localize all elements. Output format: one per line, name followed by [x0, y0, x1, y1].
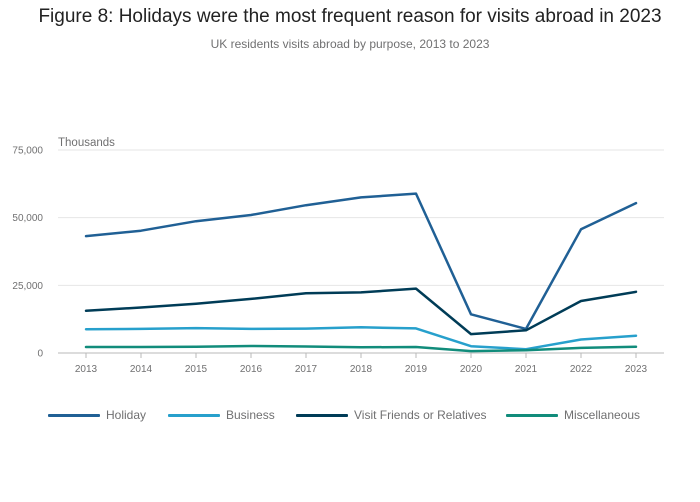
x-tick-label: 2017: [295, 364, 318, 375]
x-tick-label: 2022: [570, 364, 593, 375]
series-line-miscellaneous: [84, 344, 638, 353]
x-tick-label: 2018: [350, 364, 373, 375]
chart-title: Figure 8: Holidays were the most frequen…: [38, 6, 662, 27]
legend-item[interactable]: Miscellaneous: [506, 408, 666, 422]
y-tick-label: 25,000: [12, 281, 43, 292]
x-tick-label: 2023: [625, 364, 648, 375]
chart-subtitle: UK residents visits abroad by purpose, 2…: [210, 37, 490, 51]
x-tick-label: 2014: [130, 364, 153, 375]
legend-label: Business: [226, 408, 275, 422]
y-tick-label: 75,000: [12, 146, 43, 157]
legend-label: Holiday: [106, 408, 147, 422]
legend-swatch: [296, 413, 348, 417]
x-tick-label: 2016: [240, 364, 263, 375]
legend-item[interactable]: Holiday: [48, 408, 168, 422]
chart-legend: Holiday Business Visit Friends or Relative…: [48, 408, 666, 422]
x-tick-label: 2019: [405, 364, 428, 375]
legend-label: Miscellaneous: [564, 408, 641, 422]
series-line-business: [84, 326, 638, 351]
legend-swatch: [48, 413, 100, 417]
legend-item[interactable]: Visit Friends or Relatives: [296, 408, 506, 422]
series-line-holiday: [84, 192, 638, 331]
y-axis-label: Thousands: [58, 137, 115, 149]
y-tick-label: 0: [37, 349, 43, 360]
x-tick-label: 2020: [460, 364, 483, 375]
x-tick-label: 2021: [515, 364, 538, 375]
series-line-visit-friends-or-relatives: [84, 287, 638, 336]
y-tick-label: 50,000: [12, 213, 43, 224]
x-tick-label: 2013: [75, 364, 98, 375]
legend-label: Visit Friends or Relatives: [354, 408, 487, 422]
legend-item[interactable]: Business: [168, 408, 296, 422]
legend-swatch: [506, 413, 558, 417]
legend-swatch: [168, 413, 220, 417]
x-tick-label: 2015: [185, 364, 208, 375]
